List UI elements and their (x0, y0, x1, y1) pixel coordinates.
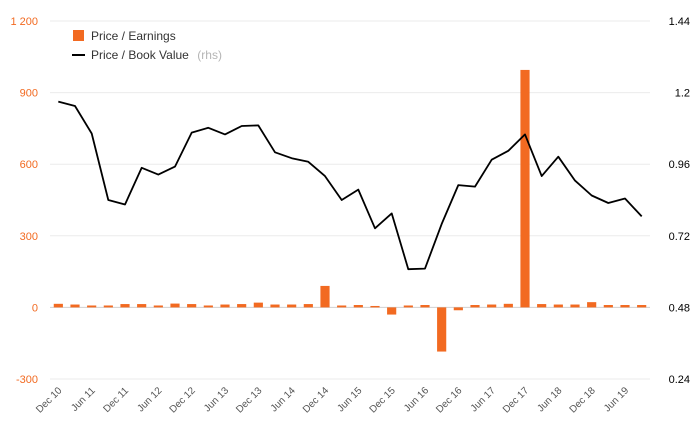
x-tick-label: Dec 14 (301, 385, 331, 415)
x-tick-label: Dec 15 (368, 385, 398, 415)
bar-sep-16 (437, 307, 447, 352)
bar-mar-17 (470, 305, 480, 308)
x-tick-label: Dec 11 (101, 385, 131, 415)
gridlines (50, 20, 650, 380)
bar-jun-18 (553, 304, 563, 308)
bar-jun-12 (153, 305, 163, 308)
line-series-price-book-value (58, 100, 643, 271)
left-tick-label: 300 (20, 231, 38, 243)
x-tick-label: Jun 14 (269, 385, 298, 414)
right-tick-label: 0.48 (669, 302, 690, 314)
right-tick-label: 1.44 (669, 16, 690, 28)
bar-mar-12 (137, 304, 147, 308)
left-tick-label: 1 200 (10, 16, 38, 28)
bar-sep-14 (303, 304, 313, 308)
x-axis: Dec 10 Jun 11 Dec 11 Jun 12 Dec 12 Jun 13 Dec … (34, 385, 631, 415)
bar-mar-13 (203, 305, 213, 308)
bar-dec-14 (320, 285, 330, 308)
bar-mar-18 (537, 304, 547, 308)
bar-jun-11 (87, 305, 97, 308)
line-path (58, 100, 643, 271)
bar-dec-16 (453, 307, 463, 311)
bar-mar-11 (70, 304, 80, 308)
right-tick-label: 0.24 (669, 374, 690, 386)
left-axis: 1 200 900 600 300 0 -300 (10, 16, 38, 386)
bar-mar-19 (603, 305, 613, 308)
bar-jun-14 (287, 304, 297, 308)
legend-label-price-book-value: Price / Book Value (rhs) (91, 46, 222, 63)
bar-mar-16 (403, 305, 413, 308)
bar-sep-18 (570, 304, 580, 308)
bar-sep-12 (170, 303, 180, 308)
bar-sep-15 (370, 305, 380, 308)
bar-dec-10 (53, 303, 63, 308)
left-tick-label: 0 (32, 302, 38, 314)
x-tick-label: Dec 16 (434, 385, 464, 415)
legend-label-price-book-value-note: (rhs) (197, 48, 222, 62)
bar-jun-17 (487, 304, 497, 308)
x-tick-label: Dec 13 (234, 385, 264, 415)
x-tick-label: Jun 16 (402, 385, 431, 414)
x-tick-label: Jun 18 (535, 385, 564, 414)
bar-jun-13 (220, 304, 230, 308)
bar-dec-15 (387, 307, 397, 315)
x-tick-label: Jun 19 (602, 385, 631, 414)
bar-dec-13 (253, 302, 263, 308)
bar-jun-15 (353, 305, 363, 308)
bar-jun-19 (620, 305, 630, 308)
right-tick-label: 1.2 (675, 88, 690, 100)
right-axis: 1.44 1.2 0.96 0.72 0.48 0.24 (669, 16, 690, 386)
right-tick-label: 0.96 (669, 159, 690, 171)
x-tick-label: Jun 13 (202, 385, 231, 414)
x-tick-label: Dec 17 (501, 385, 531, 415)
x-tick-label: Dec 18 (568, 385, 598, 415)
bar-sep-13 (237, 304, 247, 308)
bar-series-price-earnings (53, 69, 647, 352)
legend-swatch-price-earnings (73, 30, 84, 41)
left-tick-label: -300 (16, 374, 38, 386)
bar-dec-17 (520, 69, 530, 308)
x-tick-label: Jun 12 (135, 385, 164, 414)
bar-jun-16 (420, 305, 430, 308)
left-tick-label: 900 (20, 88, 38, 100)
right-tick-label: 0.72 (669, 231, 690, 243)
legend-label-price-book-value-name: Price / Book Value (91, 48, 189, 62)
bar-sep-11 (103, 305, 113, 308)
legend-label-price-earnings: Price / Earnings (91, 29, 176, 43)
bar-mar-15 (337, 305, 347, 308)
x-tick-label: Jun 17 (469, 385, 498, 414)
bar-dec-11 (120, 304, 130, 308)
bar-mar-14 (270, 304, 280, 308)
bar-dec-12 (187, 304, 197, 308)
bar-dec-18 (587, 302, 597, 308)
x-tick-label: Jun 15 (335, 385, 364, 414)
x-tick-label: Jun 11 (69, 385, 98, 414)
legend: Price / Earnings Price / Book Value (rhs… (72, 29, 222, 63)
left-tick-label: 600 (20, 159, 38, 171)
bar-sep-17 (503, 303, 513, 308)
x-tick-label: Dec 12 (168, 385, 198, 415)
bar-sep-19 (637, 305, 647, 308)
x-tick-label: Dec 10 (34, 385, 64, 415)
